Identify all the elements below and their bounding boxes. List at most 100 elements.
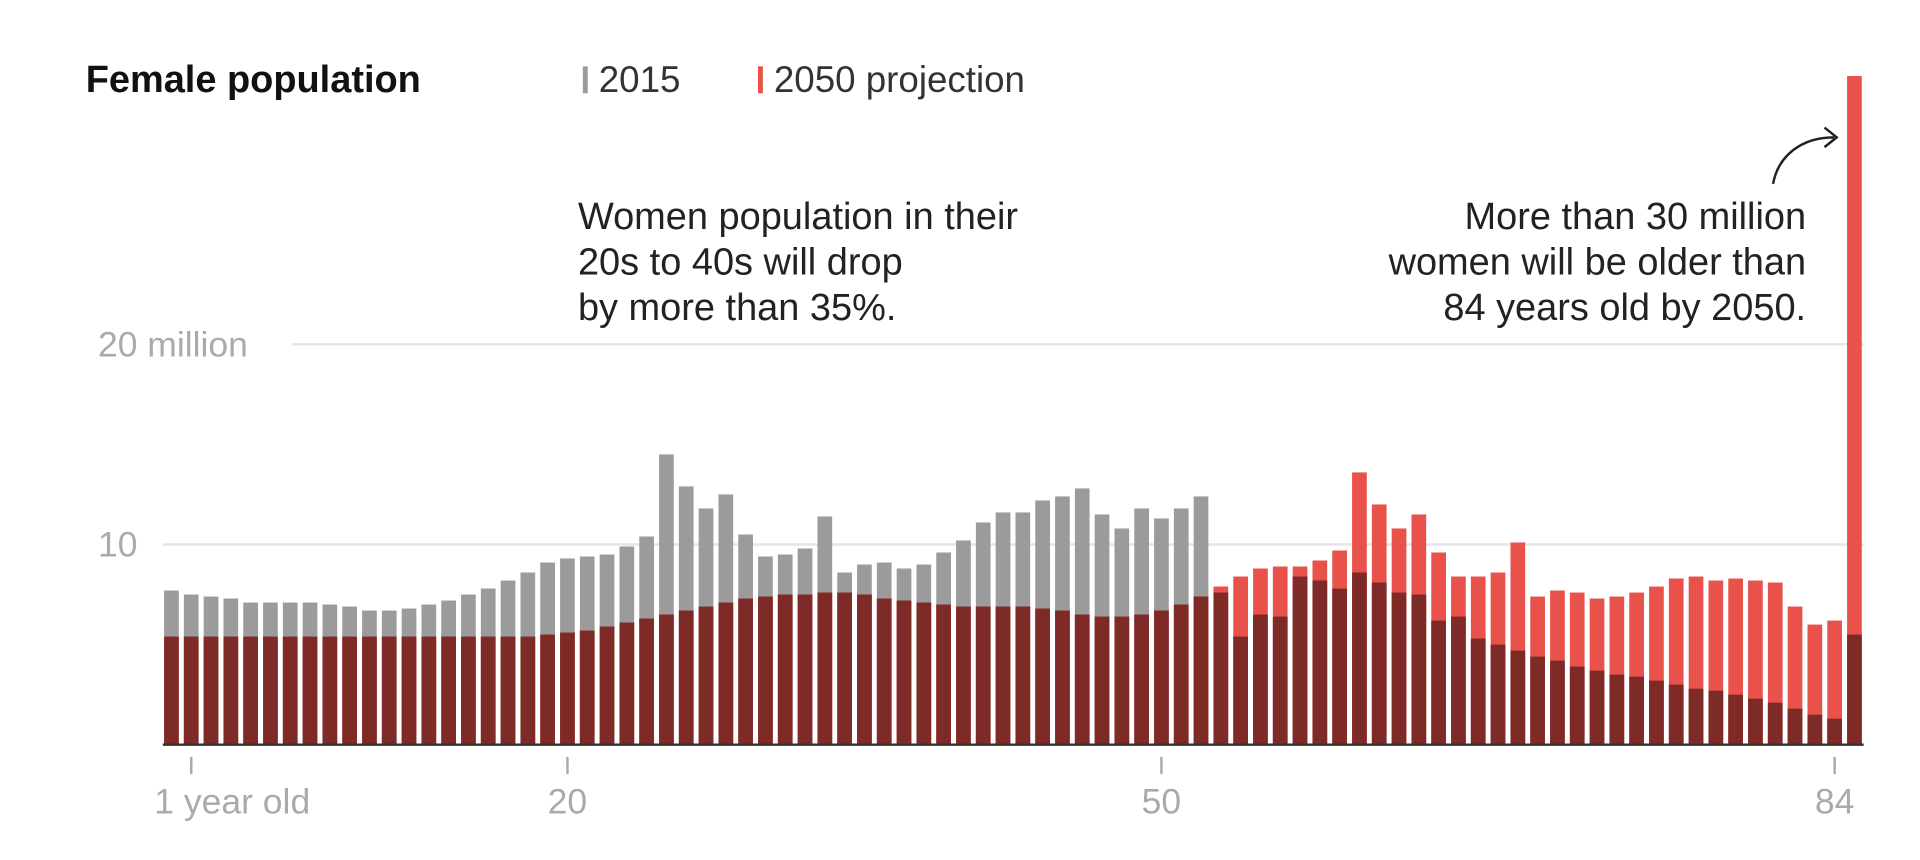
- bar-overlap: [896, 600, 912, 745]
- bar-overlap: [639, 618, 654, 745]
- bar-overlap: [164, 636, 179, 745]
- bar-overlap: [599, 626, 615, 745]
- bar-overlap: [1193, 596, 1209, 745]
- bars: [164, 76, 1862, 745]
- bar-2050: [1827, 620, 1842, 745]
- bar-2050: [1847, 76, 1862, 745]
- bar-overlap: [1292, 576, 1308, 745]
- bar-overlap: [817, 592, 833, 745]
- annotation-drop-line: 20s to 40s will drop: [578, 241, 903, 283]
- bar-overlap: [1312, 580, 1328, 745]
- bar-overlap: [1807, 714, 1823, 745]
- bar-overlap: [1332, 588, 1347, 745]
- legend-swatch-2015: [582, 66, 588, 94]
- bar-overlap: [619, 622, 635, 745]
- bar-overlap: [1569, 666, 1585, 745]
- bar-overlap: [1787, 708, 1803, 745]
- x-tick-label: 1 year old: [154, 781, 310, 821]
- bar-overlap: [718, 602, 734, 745]
- bar-overlap: [1490, 644, 1506, 745]
- bar-overlap: [1510, 650, 1526, 745]
- x-tick-label: 20: [548, 781, 588, 821]
- bar-overlap: [243, 636, 258, 745]
- bar-overlap: [1233, 636, 1248, 745]
- x-tick-label: 84: [1815, 781, 1854, 821]
- bar-overlap: [1748, 698, 1763, 745]
- bar-overlap: [560, 632, 575, 745]
- bar-overlap: [1035, 608, 1050, 745]
- x-tick-label: 50: [1142, 781, 1182, 821]
- bar-overlap: [203, 636, 219, 745]
- bar-overlap: [540, 634, 555, 745]
- bar-overlap: [1847, 634, 1862, 745]
- annotation-older-line: women will be older than: [1388, 241, 1807, 283]
- bar-overlap: [421, 636, 437, 745]
- bar-overlap: [1074, 614, 1090, 745]
- gridlines: 10 20 million: [98, 325, 1864, 565]
- bar-overlap: [342, 636, 357, 745]
- bar-overlap: [1827, 718, 1842, 745]
- bar-overlap: [282, 636, 298, 745]
- bar-overlap: [480, 636, 496, 745]
- annotation-drop-line: Women population in their: [578, 196, 1018, 238]
- bar-overlap: [797, 594, 813, 745]
- bar-overlap: [1649, 680, 1664, 745]
- bar-overlap: [995, 606, 1011, 745]
- bar-overlap: [1352, 572, 1367, 745]
- bar-overlap: [876, 598, 892, 745]
- bar-overlap: [1253, 614, 1268, 745]
- bar-overlap: [1173, 604, 1189, 745]
- bar-overlap: [183, 636, 199, 745]
- bar-overlap: [1470, 638, 1486, 745]
- bar-overlap: [777, 594, 793, 745]
- bar-overlap: [698, 606, 714, 745]
- bar-overlap: [322, 636, 338, 745]
- bar-overlap: [1688, 688, 1704, 745]
- annotation-older: More than 30 million women will be older…: [1388, 196, 1807, 329]
- bar-overlap: [1629, 676, 1644, 745]
- bar-overlap: [1015, 606, 1031, 745]
- bar-overlap: [362, 636, 377, 745]
- bar-overlap: [1371, 582, 1387, 745]
- bar-overlap: [837, 592, 852, 745]
- bar-overlap: [1530, 656, 1545, 745]
- y-tick-label: 20 million: [98, 325, 248, 365]
- bar-overlap: [1154, 610, 1169, 745]
- bar-overlap: [263, 636, 278, 745]
- bar-overlap: [956, 606, 971, 745]
- annotation-older-line: 84 years old by 2050.: [1443, 287, 1806, 329]
- x-axis: 1 year old 20 50 84: [154, 756, 1854, 821]
- bar-overlap: [1134, 614, 1149, 745]
- bar-overlap: [579, 630, 595, 745]
- bar-overlap: [1431, 620, 1446, 745]
- bar-overlap: [1114, 616, 1130, 745]
- annotation-older-line: More than 30 million: [1465, 196, 1807, 238]
- bar-overlap: [500, 636, 516, 745]
- legend-swatch-2050: [757, 66, 763, 94]
- bar-overlap: [1609, 674, 1625, 745]
- bar-overlap: [1213, 592, 1229, 745]
- arrow-icon: [1771, 126, 1839, 185]
- bar-overlap: [461, 636, 476, 745]
- bar-overlap: [758, 596, 773, 745]
- bar-overlap: [1411, 594, 1427, 745]
- bar-overlap: [678, 610, 694, 745]
- bar-overlap: [1668, 684, 1684, 745]
- bar-overlap: [401, 636, 417, 745]
- bar-overlap: [302, 636, 318, 745]
- bar-overlap: [1055, 610, 1070, 745]
- bar-overlap: [857, 594, 872, 745]
- bar-overlap: [936, 604, 951, 745]
- legend-label-2050: 2050 projection: [774, 59, 1025, 100]
- y-tick-label: 10: [98, 525, 138, 565]
- bar-overlap: [659, 614, 674, 745]
- bar-overlap: [520, 636, 536, 745]
- annotation-drop-line: by more than 35%.: [578, 287, 896, 329]
- bar-overlap: [1094, 616, 1110, 745]
- legend: 2015 2050 projection: [582, 59, 1025, 100]
- bar-overlap: [381, 636, 397, 745]
- bar-overlap: [1272, 616, 1288, 745]
- bar-overlap: [223, 636, 239, 745]
- bar-overlap: [1728, 694, 1743, 745]
